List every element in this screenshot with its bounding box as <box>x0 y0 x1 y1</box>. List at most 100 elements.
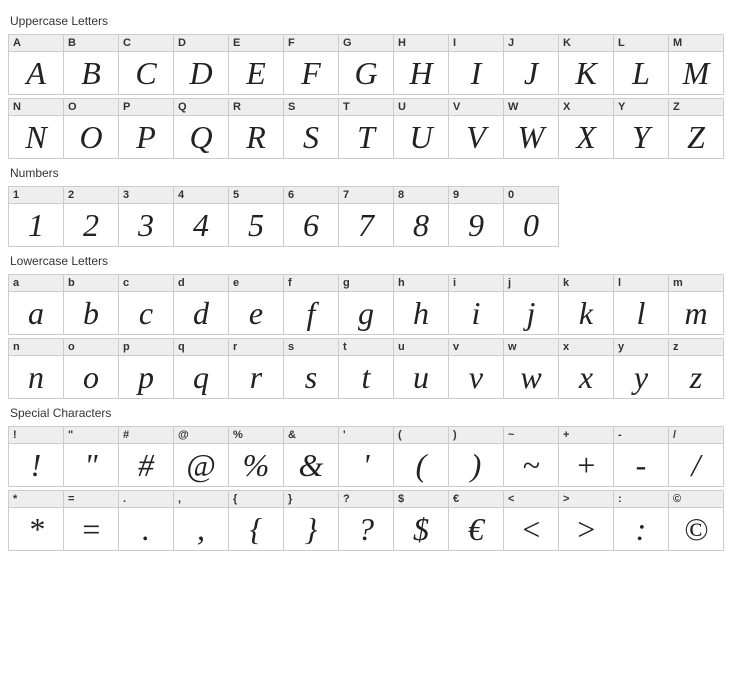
char-cell: -- <box>613 426 669 487</box>
char-glyph: $ <box>394 508 448 550</box>
char-label: O <box>64 99 118 116</box>
char-cell: (( <box>393 426 449 487</box>
char-label: n <box>9 339 63 356</box>
char-label: z <box>669 339 723 356</box>
char-label: 1 <box>9 187 63 204</box>
char-cell: '' <box>338 426 394 487</box>
char-cell: DD <box>173 34 229 95</box>
char-label: u <box>394 339 448 356</box>
char-label: 4 <box>174 187 228 204</box>
char-label: 3 <box>119 187 173 204</box>
char-glyph: k <box>559 292 613 334</box>
char-glyph: H <box>394 52 448 94</box>
char-cell: TT <box>338 98 394 159</box>
char-glyph: © <box>669 508 723 550</box>
char-glyph: < <box>504 508 558 550</box>
char-cell: ## <box>118 426 174 487</box>
char-label: + <box>559 427 613 444</box>
char-label: " <box>64 427 118 444</box>
char-label: 5 <box>229 187 283 204</box>
char-cell: "" <box>63 426 119 487</box>
char-glyph: r <box>229 356 283 398</box>
char-label: s <box>284 339 338 356</box>
char-glyph: 0 <box>504 204 558 246</box>
char-label: { <box>229 491 283 508</box>
section-title: Uppercase Letters <box>10 14 740 28</box>
char-glyph: L <box>614 52 668 94</box>
char-glyph: N <box>9 116 63 158</box>
char-cell: HH <box>393 34 449 95</box>
char-cell: tt <box>338 338 394 399</box>
char-glyph: C <box>119 52 173 94</box>
char-label: ? <box>339 491 393 508</box>
char-label: L <box>614 35 668 52</box>
char-glyph: Q <box>174 116 228 158</box>
char-glyph: f <box>284 292 338 334</box>
char-glyph: 1 <box>9 204 63 246</box>
char-label: F <box>284 35 338 52</box>
char-glyph: e <box>229 292 283 334</box>
char-glyph: 2 <box>64 204 118 246</box>
char-glyph: X <box>559 116 613 158</box>
char-label: i <box>449 275 503 292</box>
char-glyph: P <box>119 116 173 158</box>
section-title: Special Characters <box>10 406 740 420</box>
char-glyph: ( <box>394 444 448 486</box>
char-glyph: } <box>284 508 338 550</box>
char-glyph: @ <box>174 444 228 486</box>
char-cell: 88 <box>393 186 449 247</box>
char-label: d <box>174 275 228 292</box>
char-cell: vv <box>448 338 504 399</box>
char-label: a <box>9 275 63 292</box>
char-glyph: Y <box>614 116 668 158</box>
char-label: = <box>64 491 118 508</box>
char-glyph: A <box>9 52 63 94</box>
char-cell: pp <box>118 338 174 399</box>
char-label: c <box>119 275 173 292</box>
char-cell: ff <box>283 274 339 335</box>
char-label: ' <box>339 427 393 444</box>
char-glyph: d <box>174 292 228 334</box>
char-label: 2 <box>64 187 118 204</box>
char-glyph: > <box>559 508 613 550</box>
char-label: ) <box>449 427 503 444</box>
char-label: * <box>9 491 63 508</box>
char-label: h <box>394 275 448 292</box>
char-glyph: - <box>614 444 668 486</box>
char-label: N <box>9 99 63 116</box>
char-cell: @@ <box>173 426 229 487</box>
char-glyph: & <box>284 444 338 486</box>
char-cell: jj <box>503 274 559 335</box>
char-label: > <box>559 491 613 508</box>
char-label: ~ <box>504 427 558 444</box>
char-label: E <box>229 35 283 52</box>
char-cell: rr <box>228 338 284 399</box>
char-glyph: U <box>394 116 448 158</box>
char-cell: ~~ <box>503 426 559 487</box>
char-cell: .. <box>118 490 174 551</box>
char-glyph: * <box>9 508 63 550</box>
char-label: Y <box>614 99 668 116</box>
char-cell: ?? <box>338 490 394 551</box>
char-glyph: p <box>119 356 173 398</box>
char-cell: nn <box>8 338 64 399</box>
char-glyph: / <box>669 444 723 486</box>
char-cell: ww <box>503 338 559 399</box>
char-glyph: J <box>504 52 558 94</box>
char-glyph: R <box>229 116 283 158</box>
char-label: V <box>449 99 503 116</box>
char-cell: ** <box>8 490 64 551</box>
char-label: 7 <box>339 187 393 204</box>
char-glyph: q <box>174 356 228 398</box>
char-glyph: ? <box>339 508 393 550</box>
char-label: 9 <box>449 187 503 204</box>
char-label: R <box>229 99 283 116</box>
char-cell: OO <box>63 98 119 159</box>
char-glyph: t <box>339 356 393 398</box>
char-label: H <box>394 35 448 52</box>
char-glyph: o <box>64 356 118 398</box>
char-label: © <box>669 491 723 508</box>
char-cell: KK <box>558 34 614 95</box>
char-grid: AABBCCDDEEFFGGHHIIJJKKLLMMNNOOPPQQRRSSTT… <box>8 34 740 158</box>
char-cell: xx <box>558 338 614 399</box>
